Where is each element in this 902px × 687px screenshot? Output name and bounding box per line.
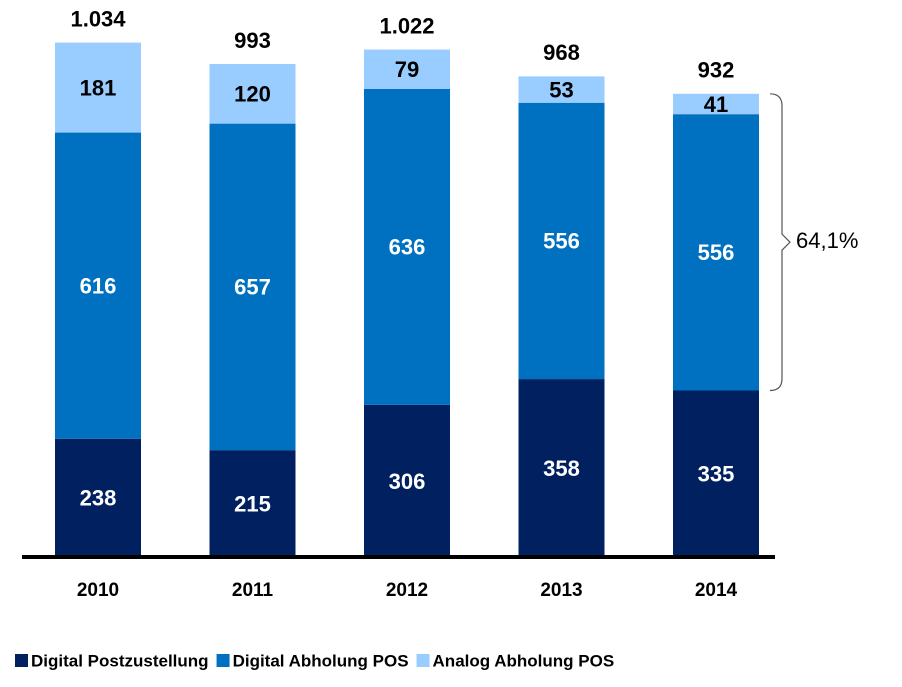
bar-segment: [55, 42, 141, 133]
bar-segment: [518, 102, 605, 380]
annotation: 64,1%: [796, 228, 858, 253]
data-label: 657: [234, 275, 271, 300]
bar-segment: [209, 123, 296, 451]
data-label: 181: [80, 75, 117, 100]
total-label: 1.034: [70, 6, 126, 31]
bar-segment: [673, 93, 759, 115]
bar-segment: [518, 379, 605, 557]
x-tick-label: 2011: [232, 580, 274, 601]
bar-segment: [55, 438, 141, 557]
data-label: 120: [234, 82, 271, 107]
bar-segment: [364, 404, 450, 557]
x-tick-label: 2010: [77, 580, 119, 601]
bar-segment: [209, 450, 296, 557]
data-label: 556: [698, 240, 735, 265]
data-label: 358: [543, 456, 580, 481]
data-label: 616: [80, 273, 117, 298]
data-label: 79: [395, 57, 419, 82]
legend-label: Digital Abholung POS: [233, 651, 409, 670]
data-label: 41: [704, 92, 728, 117]
bar-segment: [55, 132, 141, 439]
legend-label: Digital Postzustellung: [31, 651, 209, 670]
total-label: 968: [543, 40, 580, 65]
data-label: 556: [543, 229, 580, 254]
legend-swatch: [416, 654, 430, 667]
bracket: [769, 93, 791, 392]
x-tick-label: 2014: [695, 580, 738, 601]
data-label: 215: [234, 491, 271, 516]
total-label: 932: [698, 58, 735, 83]
total-label: 1.022: [379, 13, 434, 38]
bar-segment: [209, 63, 296, 124]
total-label: 993: [234, 28, 271, 53]
data-label: 636: [389, 235, 426, 260]
legend-label: Analog Abholung POS: [433, 651, 615, 670]
bar-segment: [364, 49, 450, 89]
x-tick-label: 2013: [540, 580, 582, 601]
legend-swatch: [216, 654, 230, 667]
bar-segment: [673, 114, 759, 391]
bar-segment: [518, 76, 605, 103]
bar-segment: [673, 390, 759, 557]
x-tick-label: 2012: [386, 580, 428, 601]
data-label: 306: [389, 469, 426, 494]
data-label: 53: [549, 77, 573, 102]
data-label: 335: [698, 462, 735, 487]
bar-segment: [364, 88, 450, 405]
legend-swatch: [15, 654, 28, 667]
data-label: 238: [80, 486, 117, 511]
